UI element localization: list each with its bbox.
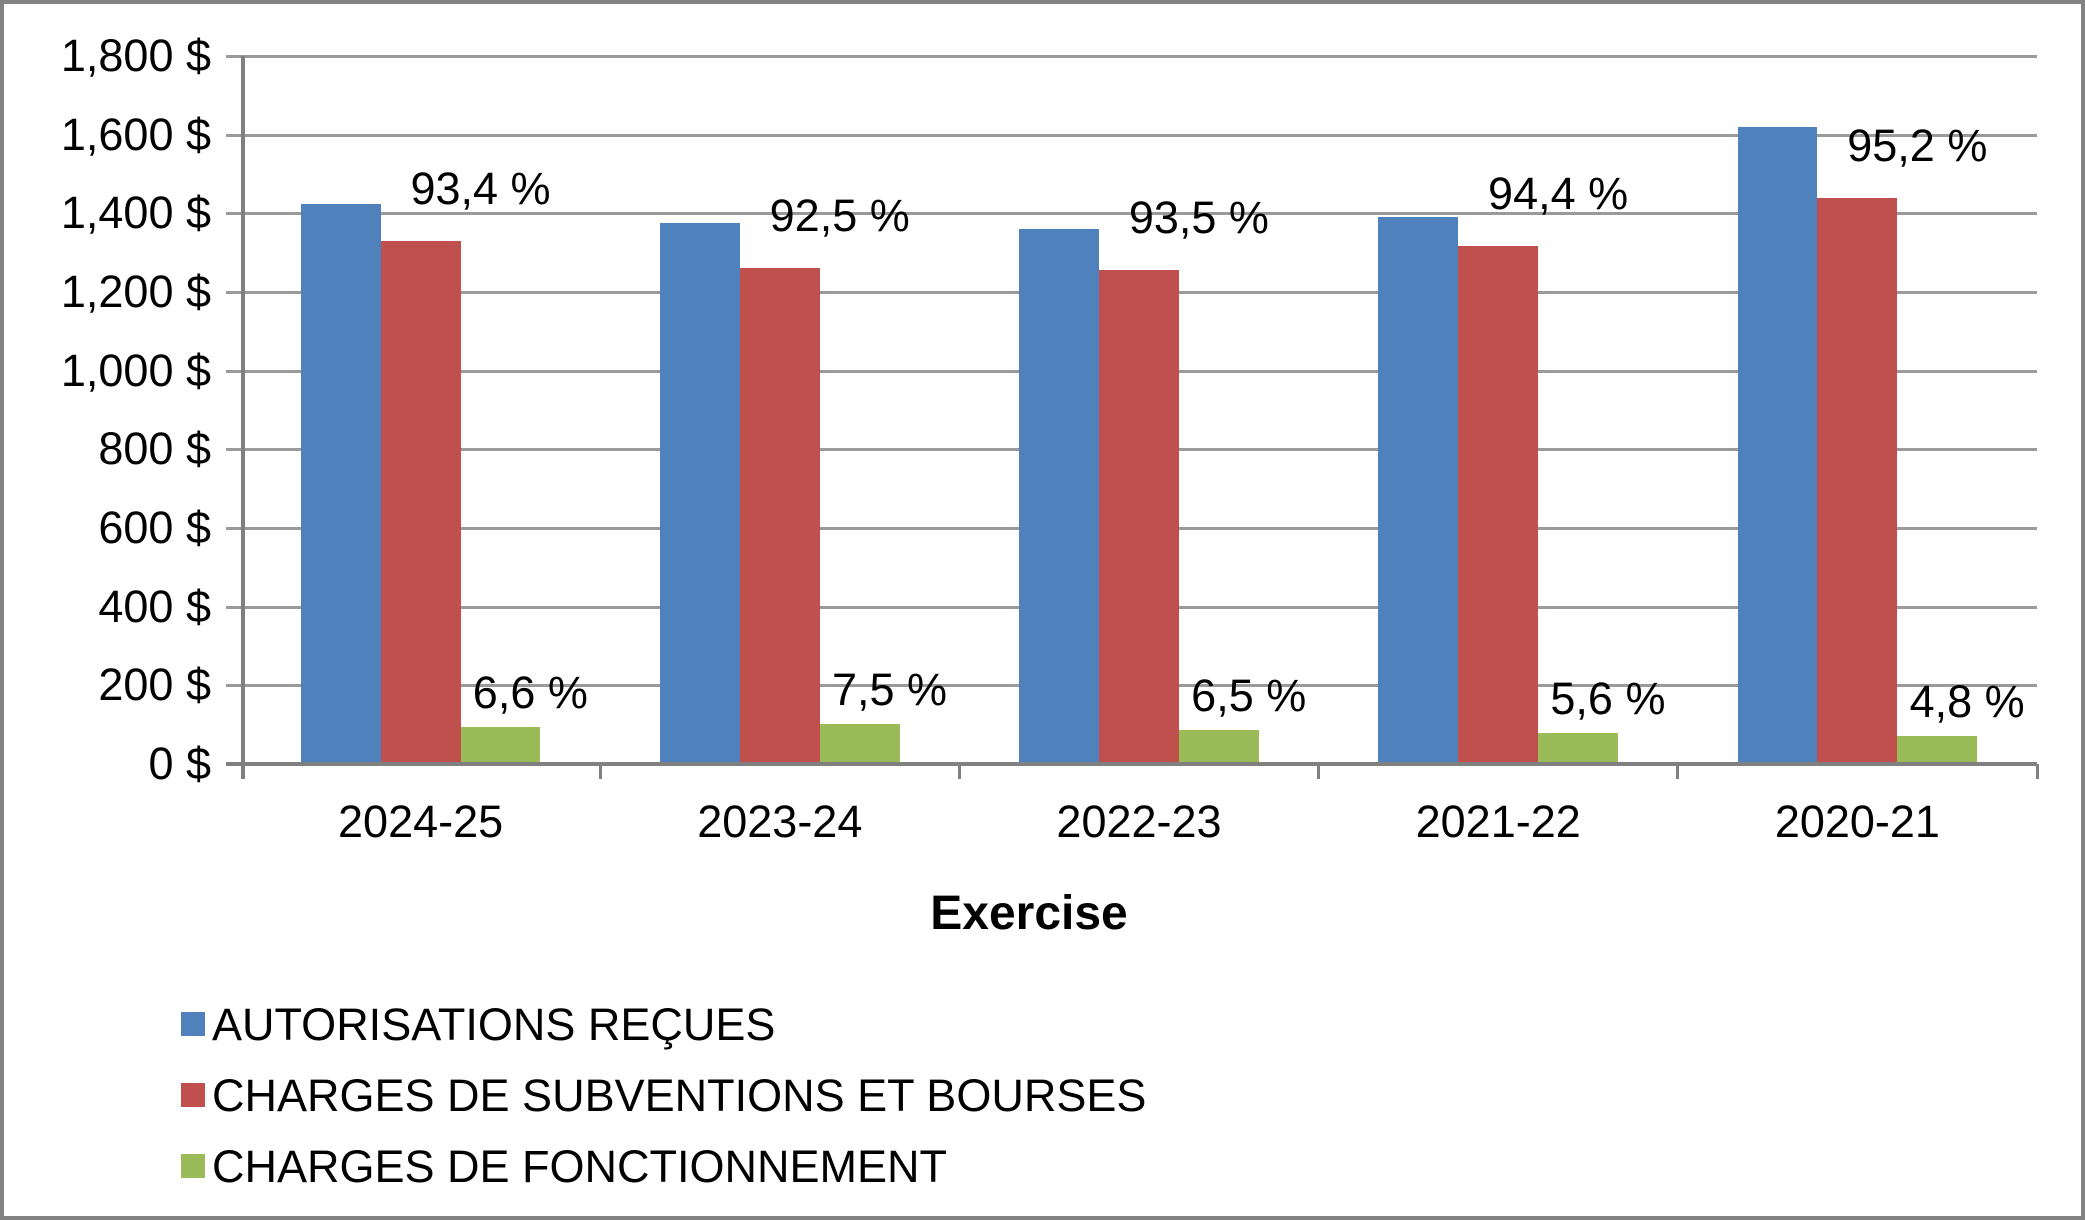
data-label-charges-fonctionnement-2022-23: 6,5 % bbox=[1191, 669, 1307, 721]
y-axis-tick-label: 200 $ bbox=[98, 659, 211, 711]
data-label-charges-fonctionnement-2024-25: 6,6 % bbox=[472, 667, 588, 719]
bar-charges-subventions-bourses-2022-23 bbox=[1099, 270, 1179, 764]
x-axis-category-label: 2023-24 bbox=[697, 796, 863, 847]
y-axis-line bbox=[241, 56, 245, 779]
legend-marker-charges-subventions-bourses bbox=[181, 1083, 205, 1107]
legend: AUTORISATIONS REÇUES CHARGES DE SUBVENTIO… bbox=[4, 4, 2081, 1216]
data-label-charges-fonctionnement-2023-24: 7,5 % bbox=[831, 663, 948, 715]
x-axis-category-label: 2022-23 bbox=[1056, 796, 1222, 847]
plot-area: 0 $ 200 $ 400 $ 600 $ 800 $ 1,000 $ 1,200 $ 1,4… bbox=[4, 4, 2081, 1216]
x-axis-category-label: 2024-25 bbox=[338, 796, 504, 847]
bar-charges-fonctionnement-2024-25 bbox=[460, 727, 541, 764]
bar-autorisations-recues-2023-24 bbox=[660, 223, 740, 764]
x-axis-category-label: 2021-22 bbox=[1415, 796, 1581, 847]
y-axis-tick-label: 400 $ bbox=[98, 580, 211, 632]
y-axis-tick-label: 1,800 $ bbox=[60, 30, 211, 81]
bar-charges-fonctionnement-2020-21 bbox=[1897, 735, 1978, 764]
bar-charges-fonctionnement-2023-24 bbox=[819, 723, 900, 764]
x-axis-tick bbox=[1317, 764, 1321, 779]
y-axis-tick-label: 1,000 $ bbox=[60, 344, 211, 396]
legend-label-charges-subventions-bourses: CHARGES DE SUBVENTIONS ET BOURSES bbox=[212, 1069, 1147, 1121]
x-axis-tick bbox=[957, 764, 961, 779]
y-axis-tick-label: 1,400 $ bbox=[60, 187, 211, 239]
x-axis-category-label: 2020-21 bbox=[1774, 796, 1940, 847]
x-axis-tick bbox=[598, 764, 602, 779]
x-axis-tick bbox=[1676, 764, 1680, 779]
bar-charges-subventions-bourses-2023-24 bbox=[739, 268, 820, 764]
legend-item-autorisations-recues: AUTORISATIONS REÇUES bbox=[181, 997, 775, 1051]
y-axis-tick-label: 600 $ bbox=[98, 502, 211, 553]
gridline bbox=[226, 212, 2037, 216]
data-label-charges-subventions-bourses-2022-23: 93,5 % bbox=[1128, 192, 1269, 244]
x-axis-tick bbox=[2035, 764, 2039, 779]
bar-autorisations-recues-2024-25 bbox=[300, 203, 381, 764]
bar-autorisations-recues-2020-21 bbox=[1737, 126, 1818, 764]
legend-marker-autorisations-recues bbox=[181, 1012, 205, 1036]
legend-item-charges-fonctionnement: CHARGES DE FONCTIONNEMENT bbox=[181, 1139, 947, 1193]
gridline bbox=[226, 133, 2037, 137]
legend-label-autorisations-recues: AUTORISATIONS REÇUES bbox=[212, 998, 776, 1050]
bar-charges-subventions-bourses-2021-22 bbox=[1458, 245, 1539, 764]
x-axis-title: Exercise bbox=[930, 887, 1128, 940]
y-axis-tick-label: 1,200 $ bbox=[60, 266, 211, 317]
bar-charges-fonctionnement-2022-23 bbox=[1178, 729, 1259, 764]
bar-autorisations-recues-2022-23 bbox=[1019, 229, 1100, 764]
data-label-charges-subventions-bourses-2021-22: 94,4 % bbox=[1488, 167, 1629, 219]
bar-charges-subventions-bourses-2020-21 bbox=[1817, 197, 1898, 764]
legend-label-charges-fonctionnement: CHARGES DE FONCTIONNEMENT bbox=[212, 1140, 948, 1192]
data-label-charges-subventions-bourses-2023-24: 92,5 % bbox=[769, 190, 910, 242]
bar-charges-fonctionnement-2021-22 bbox=[1538, 732, 1618, 764]
gridline bbox=[226, 55, 2037, 58]
bar-autorisations-recues-2021-22 bbox=[1378, 217, 1459, 764]
y-axis-tick-label: 1,600 $ bbox=[60, 108, 211, 160]
y-axis-tick-label: 0 $ bbox=[148, 738, 211, 789]
data-label-charges-subventions-bourses-2024-25: 93,4 % bbox=[410, 162, 551, 214]
bar-charges-subventions-bourses-2024-25 bbox=[380, 240, 461, 764]
data-label-charges-fonctionnement-2020-21: 4,8 % bbox=[1909, 675, 2025, 727]
y-axis-tick-label: 800 $ bbox=[98, 423, 211, 475]
data-label-charges-subventions-bourses-2020-21: 95,2 % bbox=[1847, 119, 1988, 171]
x-axis-line bbox=[226, 762, 2037, 766]
legend-marker-charges-fonctionnement bbox=[181, 1154, 205, 1178]
legend-item-charges-subventions-bourses: CHARGES DE SUBVENTIONS ET BOURSES bbox=[181, 1068, 1146, 1122]
data-label-charges-fonctionnement-2021-22: 5,6 % bbox=[1550, 672, 1666, 724]
